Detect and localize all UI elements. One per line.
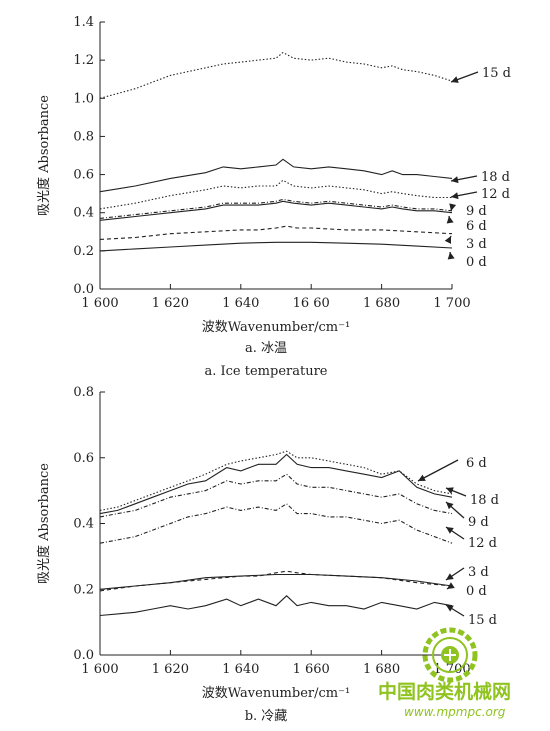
y-tick-label: 0.2 bbox=[73, 244, 94, 259]
series-arrowhead bbox=[446, 527, 454, 534]
y-tick-label: 0.4 bbox=[73, 206, 94, 221]
series-line-3d bbox=[99, 570, 453, 592]
caption-cn: a. 冰温 bbox=[245, 341, 287, 356]
y-tick-label: 1.4 bbox=[73, 15, 94, 30]
x-tick-label: 1 600 bbox=[81, 662, 118, 677]
x-tick-label: 1 640 bbox=[222, 296, 259, 311]
series-label: 0 d bbox=[466, 255, 487, 270]
series-label: 3 d bbox=[468, 565, 489, 580]
series-arrow bbox=[417, 459, 459, 482]
series-line-12d bbox=[99, 179, 452, 210]
series-arrowhead bbox=[446, 605, 454, 612]
series-label: 3 d bbox=[466, 237, 487, 252]
series-line-0d bbox=[99, 573, 453, 590]
x-tick-label: 1 700 bbox=[433, 662, 470, 677]
series-arrowhead bbox=[451, 76, 459, 83]
x-axis-title: 波数Wavenumber/cm⁻¹ bbox=[202, 320, 350, 335]
series-line-9d bbox=[99, 198, 453, 219]
series-arrowhead bbox=[446, 487, 454, 494]
x-axis-title: 波数Wavenumber/cm⁻¹ bbox=[202, 686, 350, 701]
chart-b: 0.0 0.2 0.4 0.6 0.8 1 600 1 620 1 640 1 660 1 680… bbox=[36, 385, 499, 724]
series-line-18d bbox=[99, 158, 453, 193]
x-tick-label: 1 640 bbox=[222, 662, 259, 677]
y-tick-label: 1.2 bbox=[73, 53, 94, 68]
y-tick-label: 1.0 bbox=[73, 91, 94, 106]
series-label: 18 d bbox=[481, 170, 510, 185]
series-label: 12 d bbox=[468, 536, 497, 551]
series-arrowhead bbox=[447, 582, 455, 589]
watermark-cn: 中国肉类机械网 bbox=[378, 680, 511, 703]
x-tick-label: 1 620 bbox=[152, 296, 189, 311]
x-tick-label: 16 60 bbox=[293, 296, 330, 311]
series-label: 15 d bbox=[482, 66, 511, 81]
y-tick-label: 0.8 bbox=[73, 129, 94, 144]
series-label: 9 d bbox=[468, 515, 489, 530]
y-tick-label: 0.2 bbox=[73, 582, 94, 597]
x-tick-label: 1 620 bbox=[152, 662, 189, 677]
series-arrowhead bbox=[449, 203, 457, 211]
y-tick-label: 0.0 bbox=[73, 282, 94, 297]
x-tick-label: 1 680 bbox=[363, 296, 400, 311]
series-arrowhead bbox=[418, 474, 426, 481]
series-arrowhead bbox=[447, 252, 455, 260]
y-tick-label: 0.4 bbox=[73, 517, 94, 532]
series-label: 0 d bbox=[466, 584, 487, 599]
series-line-9d bbox=[99, 473, 453, 518]
series-label: 6 d bbox=[466, 219, 487, 234]
series-label: 15 d bbox=[468, 613, 497, 628]
x-tick-label: 1 660 bbox=[293, 662, 330, 677]
watermark-logo-icon bbox=[422, 627, 478, 683]
series-line-18d bbox=[99, 453, 453, 515]
caption-cn: b. 冷藏 bbox=[245, 709, 288, 724]
y-axis-title: 吸光度 Absorbance bbox=[36, 95, 52, 216]
watermark-url: www.mpmpc.org bbox=[404, 705, 506, 719]
series-label: 9 d bbox=[466, 204, 487, 219]
series-line-12d bbox=[99, 503, 453, 544]
series-arrowhead bbox=[444, 236, 451, 244]
series-line-15d bbox=[99, 595, 453, 617]
series-arrowhead bbox=[451, 176, 459, 184]
caption-en: a. Ice temperature bbox=[205, 364, 328, 379]
series-label: 6 d bbox=[466, 456, 487, 471]
y-tick-label: 0.0 bbox=[73, 648, 94, 663]
series-line-6d bbox=[99, 200, 453, 221]
series-label: 18 d bbox=[470, 493, 499, 508]
series-line-15d bbox=[99, 51, 453, 99]
series-arrowhead bbox=[446, 502, 454, 510]
series-arrowhead bbox=[451, 192, 459, 200]
watermark: 中国肉类机械网 www.mpmpc.org bbox=[378, 627, 511, 719]
y-tick-label: 0.6 bbox=[73, 168, 94, 183]
y-tick-label: 0.8 bbox=[73, 385, 94, 400]
chart-a: 0.0 0.2 0.4 0.6 0.8 1.0 1.2 1.4 1 600 1 620 1 640 1… bbox=[36, 15, 511, 379]
series-arrowhead bbox=[446, 216, 454, 224]
series-line-0d bbox=[99, 241, 453, 252]
series-label: 12 d bbox=[481, 187, 510, 202]
x-tick-label: 1 680 bbox=[363, 662, 400, 677]
series-arrowhead bbox=[446, 573, 454, 580]
x-tick-label: 1 600 bbox=[81, 296, 118, 311]
x-tick-label: 1 700 bbox=[433, 296, 470, 311]
y-tick-label: 0.6 bbox=[73, 451, 94, 466]
series-line-3d bbox=[99, 225, 453, 240]
y-axis-title: 吸光度 Absorbance bbox=[36, 463, 52, 584]
